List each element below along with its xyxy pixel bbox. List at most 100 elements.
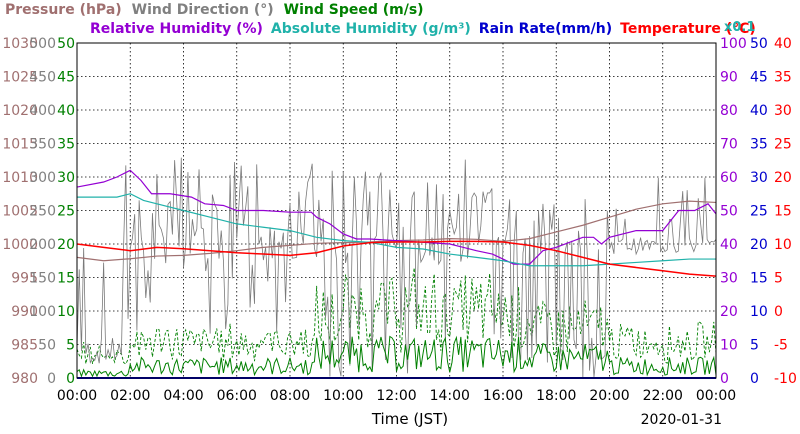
ytick-pressure-5: 1005 — [2, 204, 38, 220]
ytick-pressure-7: 995 — [11, 271, 38, 287]
ytick-wind-direction-2: 400 — [29, 103, 56, 119]
ytick-wind-speed-9: 5 — [66, 338, 75, 354]
ytick-relative-humidity-6: 40 — [720, 237, 738, 253]
legend-entry-row2-3: Temperature (°C) — [620, 21, 756, 37]
ytick-relative-humidity-2: 80 — [720, 103, 738, 119]
ytick-wind-direction-1: 450 — [29, 70, 56, 86]
ytick-wind-direction-5: 250 — [29, 204, 56, 220]
axes: 1030102510201015101010051000995990985980… — [2, 36, 797, 387]
ytick-relative-humidity-5: 50 — [720, 204, 738, 220]
ytick-temperature-7: 5 — [774, 271, 783, 287]
xtick-1: 02:00 — [110, 388, 150, 404]
xtick-10: 20:00 — [589, 388, 629, 404]
ytick-rain-rate-6: 20 — [750, 237, 768, 253]
ytick-wind-speed-6: 20 — [57, 237, 75, 253]
ytick-wind-speed-7: 15 — [57, 271, 75, 287]
ytick-wind-speed-8: 10 — [57, 304, 75, 320]
ytick-pressure-8: 990 — [11, 304, 38, 320]
ytick-rain-rate-3: 35 — [750, 137, 768, 153]
ytick-temperature-1: 35 — [774, 70, 792, 86]
xtick-3: 06:00 — [217, 388, 257, 404]
xtick-2: 04:00 — [163, 388, 203, 404]
ytick-pressure-3: 1015 — [2, 137, 38, 153]
xtick-9: 18:00 — [536, 388, 576, 404]
ytick-temperature-8: 0 — [774, 304, 783, 320]
ytick-relative-humidity-1: 90 — [720, 70, 738, 86]
ytick-wind-speed-5: 25 — [57, 204, 75, 220]
ytick-wind-direction-6: 200 — [29, 237, 56, 253]
ytick-relative-humidity-7: 30 — [720, 271, 738, 287]
ytick-rain-rate-4: 30 — [750, 170, 768, 186]
ytick-temperature-0: 40 — [774, 36, 792, 52]
ytick-rain-rate-1: 45 — [750, 70, 768, 86]
ytick-pressure-2: 1020 — [2, 103, 38, 119]
xtick-5: 10:00 — [323, 388, 363, 404]
xtick-6: 12:00 — [376, 388, 416, 404]
xtick-4: 08:00 — [270, 388, 310, 404]
chart-date: 2020-01-31 — [641, 412, 722, 428]
ytick-rain-rate-0: 50 — [750, 36, 768, 52]
ytick-temperature-9: -5 — [774, 338, 788, 354]
ytick-wind-speed-4: 30 — [57, 170, 75, 186]
wind-gust-layer — [76, 267, 717, 365]
x-axis-label: Time (JST) — [371, 410, 448, 428]
legend-entry-row1-2: Wind Speed (m/s) — [284, 2, 424, 18]
xtick-7: 14:00 — [430, 388, 470, 404]
xtick-8: 16:00 — [483, 388, 523, 404]
ytick-pressure-1: 1025 — [2, 70, 38, 86]
ytick-wind-speed-3: 35 — [57, 137, 75, 153]
ytick-pressure-10: 980 — [11, 371, 38, 387]
series-wind-speed — [76, 335, 717, 378]
ytick-wind-speed-0: 50 — [57, 36, 75, 52]
ytick-pressure-0: 1030 — [2, 36, 38, 52]
plot-frame — [76, 42, 717, 379]
ytick-rain-rate-10: 0 — [750, 371, 759, 387]
ytick-temperature-3: 25 — [774, 137, 792, 153]
ytick-wind-speed-2: 40 — [57, 103, 75, 119]
ytick-wind-direction-10: 0 — [47, 371, 56, 387]
ytick-wind-speed-10: 0 — [66, 371, 75, 387]
series-wind-direction — [76, 157, 717, 378]
xtick-11: 22:00 — [643, 388, 683, 404]
ytick-wind-direction-4: 300 — [29, 170, 56, 186]
legend-entry-row2-0: Relative Humidity (%) — [90, 21, 263, 37]
ytick-relative-humidity-9: 10 — [720, 338, 738, 354]
ytick-relative-humidity-4: 60 — [720, 170, 738, 186]
ytick-temperature-5: 15 — [774, 204, 792, 220]
ytick-rain-rate-7: 15 — [750, 271, 768, 287]
ytick-wind-direction-0: 500 — [29, 36, 56, 52]
legend-entry-row1-0: Pressure (hPa) — [5, 2, 122, 18]
xtick-12: 00:00 — [696, 388, 736, 404]
x-axis: 00:00 02:00 04:00 06:00 08:00 10:00 12:00 14:00… — [57, 388, 736, 428]
ytick-wind-speed-1: 45 — [57, 70, 75, 86]
ytick-wind-direction-7: 150 — [29, 271, 56, 287]
ytick-relative-humidity-8: 20 — [720, 304, 738, 320]
ytick-relative-humidity-3: 70 — [720, 137, 738, 153]
legend-entry-row1-1: Wind Direction (°) — [132, 2, 274, 18]
ytick-temperature-2: 30 — [774, 103, 792, 119]
ytick-temperature-10: -10 — [774, 371, 797, 387]
ytick-pressure-4: 1010 — [2, 170, 38, 186]
legend-entry-row2-1: Absolute Humidity (g/m³) — [271, 21, 471, 37]
ytick-temperature-4: 20 — [774, 170, 792, 186]
legend: Pressure (hPa) Wind Direction (°) Wind Spe… — [5, 2, 756, 37]
legend-scale-note: x0.1 — [724, 20, 755, 35]
series-wind-gust — [76, 267, 717, 365]
xtick-0: 00:00 — [57, 388, 97, 404]
ytick-rain-rate-9: 5 — [750, 338, 759, 354]
ytick-relative-humidity-0: 100 — [720, 36, 747, 52]
legend-entry-row2-2: Rain Rate(mm/h) — [479, 21, 612, 37]
series-temperature — [76, 240, 717, 277]
ytick-relative-humidity-10: 0 — [720, 371, 729, 387]
series-layer — [76, 169, 717, 379]
ytick-rain-rate-2: 40 — [750, 103, 768, 119]
wind-speed-layer — [76, 335, 717, 378]
ytick-wind-direction-3: 350 — [29, 137, 56, 153]
ytick-wind-direction-9: 50 — [38, 338, 56, 354]
ytick-rain-rate-8: 10 — [750, 304, 768, 320]
ytick-pressure-9: 985 — [11, 338, 38, 354]
ytick-pressure-6: 1000 — [2, 237, 38, 253]
wind-direction-layer — [76, 157, 717, 378]
ytick-temperature-6: 10 — [774, 237, 792, 253]
